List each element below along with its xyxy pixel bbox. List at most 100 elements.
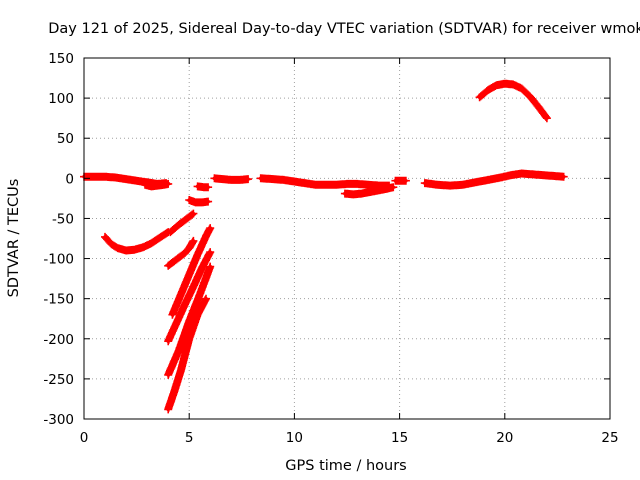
data-point: [124, 248, 128, 253]
y-tick-label: 100: [48, 91, 74, 107]
series-arc-zero-2: [210, 174, 253, 184]
data-point: [519, 86, 524, 91]
data-point: [195, 252, 200, 257]
data-point: [385, 186, 389, 191]
data-point: [359, 191, 364, 196]
y-tick-label: 150: [48, 51, 74, 67]
data-point: [206, 199, 210, 204]
y-tick-label: -200: [43, 332, 74, 348]
series-arc-zero-4: [391, 176, 410, 185]
data-point: [540, 173, 545, 177]
data-point: [519, 171, 524, 176]
data-point: [200, 266, 204, 270]
data-point: [345, 182, 349, 186]
data-point: [141, 245, 145, 250]
data-point: [143, 182, 147, 187]
data-point: [212, 176, 217, 181]
grid: [84, 58, 610, 419]
y-tick-label: -300: [43, 412, 74, 428]
axis-ticks: -300 -250 -200 -150 -100 -50 0 50 100 150 0 5 10 15 20…: [43, 51, 618, 446]
data-point: [113, 175, 118, 180]
data-point: [166, 339, 170, 343]
data-point: [229, 178, 234, 182]
data-point: [170, 312, 175, 317]
data-point: [206, 185, 210, 189]
x-tick-label: 10: [286, 430, 303, 446]
data-point: [162, 182, 166, 187]
y-tick-label: -250: [43, 372, 74, 388]
data-point: [313, 182, 318, 187]
y-tick-label: 50: [57, 131, 74, 147]
data-point: [204, 234, 208, 238]
data-point: [376, 188, 381, 193]
data-point: [393, 178, 398, 183]
x-tick-label: 15: [391, 430, 408, 446]
data-point: [366, 182, 370, 187]
data-point: [166, 407, 170, 412]
series-arc-near-zero-1b: [141, 179, 173, 191]
data-point: [124, 177, 128, 181]
data-series: [80, 79, 568, 414]
data-point: [282, 178, 286, 182]
data-point: [187, 272, 191, 277]
data-point: [195, 184, 200, 189]
data-point: [109, 242, 114, 246]
data-point: [166, 182, 170, 186]
data-point: [292, 179, 297, 184]
data-point: [208, 226, 213, 230]
data-point: [486, 178, 490, 182]
data-point: [355, 182, 360, 186]
data-point: [511, 82, 516, 87]
data-point: [155, 183, 160, 188]
data-point: [176, 349, 181, 353]
data-point: [561, 174, 566, 179]
data-point: [103, 235, 107, 239]
data-point: [528, 94, 532, 99]
data-point: [202, 185, 206, 189]
data-point: [536, 105, 541, 109]
data-point: [174, 257, 179, 262]
data-point: [208, 264, 213, 269]
data-point: [185, 216, 189, 221]
data-point: [115, 246, 120, 250]
data-point: [351, 192, 356, 197]
y-tick-label: -150: [43, 292, 74, 308]
data-point: [191, 211, 196, 216]
data-point: [149, 184, 154, 189]
data-point: [193, 200, 198, 205]
data-point: [208, 250, 213, 254]
series-arc-steep-2: [164, 262, 215, 379]
data-point: [509, 173, 513, 177]
series-arc-zero-3: [256, 174, 394, 190]
y-tick-label: -100: [43, 252, 74, 268]
x-tick-label: 20: [496, 430, 513, 446]
data-point: [191, 284, 196, 289]
y-tick-label: -50: [52, 211, 74, 227]
x-tick-label: 5: [185, 430, 194, 446]
data-point: [498, 175, 503, 180]
data-point: [103, 174, 107, 179]
data-point: [200, 200, 204, 205]
data-point: [246, 177, 250, 181]
series-arc-diag: [168, 224, 215, 319]
data-point: [178, 369, 183, 373]
data-point: [303, 181, 307, 185]
series-arc-steep-1: [164, 248, 215, 346]
data-point: [473, 180, 478, 185]
series-arc-zero-5: [420, 169, 568, 190]
data-point: [258, 176, 263, 181]
data-point: [197, 292, 202, 297]
chart-title: Day 121 of 2025, Sidereal Day-to-day VTE…: [48, 21, 640, 37]
data-point: [168, 230, 173, 234]
series-arc-small-a: [185, 196, 213, 207]
data-point: [178, 292, 183, 297]
data-point: [368, 190, 372, 194]
plot-frame: [83, 57, 611, 420]
data-point: [187, 198, 191, 202]
data-point: [503, 81, 507, 86]
data-point: [486, 88, 490, 92]
data-point: [157, 235, 162, 240]
data-point: [423, 181, 427, 185]
